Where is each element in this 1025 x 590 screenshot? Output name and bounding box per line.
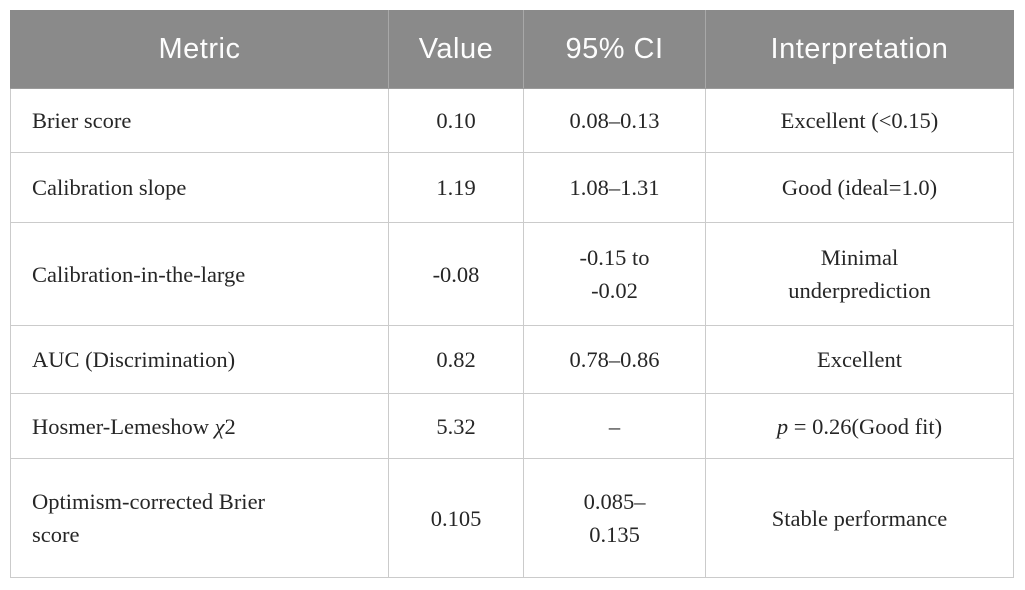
header-row: Metric Value 95% CI Interpretation: [10, 10, 1014, 89]
interpretation-cell: p = 0.26(Good fit): [705, 393, 1014, 459]
column-header-value: Value: [388, 10, 524, 89]
table-row-brier-score: Brier score 0.10 0.08–0.13 Excellent (<0…: [10, 88, 1014, 153]
table-row-auc-discrimination: AUC (Discrimination) 0.82 0.78–0.86 Exce…: [10, 325, 1014, 394]
ci-cell: -0.15 to -0.02: [523, 222, 706, 326]
metric-cell: Calibration-in-the-large: [10, 222, 389, 326]
interpretation-text: = 0.26(Good fit): [788, 413, 943, 439]
metric-cell: Calibration slope: [10, 152, 389, 223]
column-header-metric: Metric: [10, 10, 389, 89]
interpretation-cell: Stable performance: [705, 458, 1014, 578]
p-symbol: p: [776, 413, 789, 439]
ci-cell: 0.085– 0.135: [523, 458, 706, 578]
interpretation-cell: Excellent: [705, 325, 1014, 394]
table-row-hosmer-lemeshow: Hosmer-Lemeshow χ2 5.32 – p = 0.26(Good …: [10, 393, 1014, 459]
chi-symbol: χ: [214, 413, 225, 439]
metric-cell: AUC (Discrimination): [10, 325, 389, 394]
value-cell: -0.08: [388, 222, 524, 326]
value-cell: 0.10: [388, 88, 524, 153]
metrics-table-figure: Metric Value 95% CI Interpretation Brier…: [10, 10, 1014, 578]
column-header-interpretation: Interpretation: [705, 10, 1014, 89]
metric-text: Hosmer-Lemeshow: [32, 413, 215, 439]
table-row-calibration-in-the-large: Calibration-in-the-large -0.08 -0.15 to …: [10, 222, 1014, 326]
interpretation-cell: Good (ideal=1.0): [705, 152, 1014, 223]
table-row-optimism-corrected-brier: Optimism-corrected Brier score 0.105 0.0…: [10, 458, 1014, 578]
table-row-calibration-slope: Calibration slope 1.19 1.08–1.31 Good (i…: [10, 152, 1014, 223]
interpretation-cell: Excellent (<0.15): [705, 88, 1014, 153]
column-header-95ci: 95% CI: [523, 10, 706, 89]
value-cell: 0.82: [388, 325, 524, 394]
value-cell: 5.32: [388, 393, 524, 459]
ci-cell: –: [523, 393, 706, 459]
value-cell: 0.105: [388, 458, 524, 578]
ci-cell: 0.08–0.13: [523, 88, 706, 153]
ci-cell: 1.08–1.31: [523, 152, 706, 223]
metric-cell: Brier score: [10, 88, 389, 153]
value-cell: 1.19: [388, 152, 524, 223]
metric-cell: Hosmer-Lemeshow χ2: [10, 393, 389, 459]
table-header: Metric Value 95% CI Interpretation: [10, 10, 1014, 89]
model-performance-table: Metric Value 95% CI Interpretation Brier…: [10, 10, 1014, 578]
metric-cell: Optimism-corrected Brier score: [10, 458, 389, 578]
ci-cell: 0.78–0.86: [523, 325, 706, 394]
chi-exponent: 2: [224, 413, 236, 439]
interpretation-cell: Minimal underprediction: [705, 222, 1014, 326]
table-body: Brier score 0.10 0.08–0.13 Excellent (<0…: [10, 88, 1014, 578]
